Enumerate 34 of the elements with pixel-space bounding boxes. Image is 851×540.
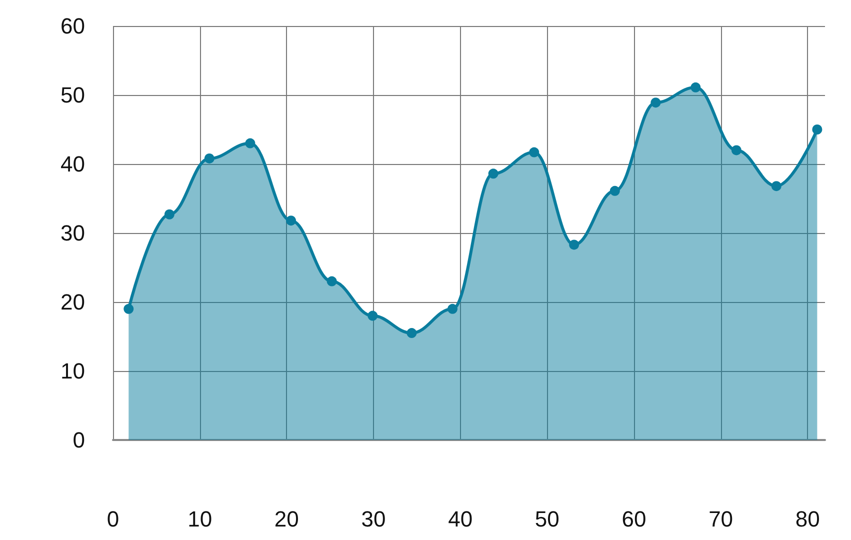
y-tick-label: 30 xyxy=(60,220,85,246)
y-tick-label: 20 xyxy=(60,290,85,314)
point xyxy=(690,82,701,92)
point xyxy=(771,181,782,192)
point xyxy=(529,147,540,158)
point xyxy=(812,124,822,134)
point xyxy=(610,186,620,196)
x-tick-label: 40 xyxy=(448,506,473,532)
point xyxy=(204,153,214,164)
x-tick-label: 70 xyxy=(708,506,734,532)
y-tick-label: 60 xyxy=(60,14,85,38)
point xyxy=(488,168,498,179)
y-tick-label: 40 xyxy=(60,152,85,176)
point xyxy=(245,138,256,148)
y-tick-label: 10 xyxy=(60,358,85,384)
y-tick-label: 0 xyxy=(72,428,85,452)
point xyxy=(124,304,134,314)
point xyxy=(406,328,417,338)
point xyxy=(650,98,661,108)
point xyxy=(164,209,174,220)
x-tick-label: 20 xyxy=(274,506,299,532)
point xyxy=(448,304,458,314)
y-tick-label: 50 xyxy=(60,82,85,108)
x-tick-label: 50 xyxy=(534,506,560,532)
point xyxy=(731,145,742,156)
x-tick-label: 10 xyxy=(188,506,212,532)
x-tick-label: 60 xyxy=(622,506,646,532)
point xyxy=(368,310,378,321)
point xyxy=(569,240,580,250)
point xyxy=(286,216,296,226)
x-tick-label: 80 xyxy=(795,506,820,532)
point xyxy=(326,276,337,286)
x-tick-label: 30 xyxy=(361,506,386,532)
x-tick-label: 0 xyxy=(106,506,120,532)
